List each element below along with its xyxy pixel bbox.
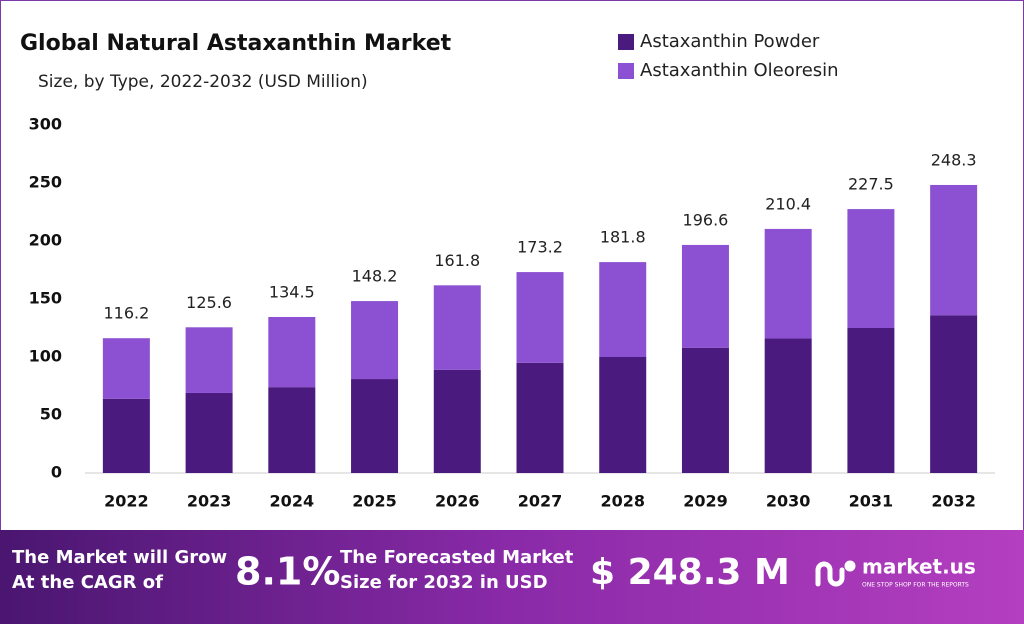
x-tick-label: 2032 <box>931 492 976 511</box>
bar-segment <box>102 338 150 399</box>
bar-segment <box>351 379 399 473</box>
bar-segment <box>433 285 481 370</box>
x-tick-label: 2030 <box>766 492 811 511</box>
legend-label: Astaxanthin Powder <box>640 31 820 52</box>
x-tick-label: 2027 <box>518 492 563 511</box>
banner-text: Size for 2032 in USD <box>340 572 548 593</box>
banner-text: The Market will Grow <box>12 547 227 568</box>
total-label: 248.3 <box>931 150 977 169</box>
bar-segment <box>185 392 233 473</box>
legend-swatch <box>618 34 634 50</box>
bar-segment <box>930 315 978 473</box>
x-tick-label: 2031 <box>849 492 894 511</box>
y-tick-label: 200 <box>29 231 62 250</box>
total-label: 181.8 <box>600 228 646 247</box>
banner-text: The Forecasted Market <box>340 547 574 568</box>
total-label: 148.2 <box>352 267 398 286</box>
x-tick-label: 2028 <box>600 492 645 511</box>
bar-segment <box>681 347 729 473</box>
banner <box>0 530 1024 624</box>
bar-segment <box>599 357 647 473</box>
bar-segment <box>516 362 564 473</box>
bar-segment <box>930 184 978 316</box>
bar-segment <box>764 338 812 473</box>
bar-segment <box>847 328 895 473</box>
x-tick-label: 2024 <box>270 492 315 511</box>
chart-title: Global Natural Astaxanthin Market <box>20 31 452 56</box>
bar-segment <box>433 369 481 473</box>
x-tick-label: 2029 <box>683 492 728 511</box>
forecast-value: $ 248.3 M <box>590 552 790 593</box>
total-label: 196.6 <box>683 210 729 229</box>
x-tick-label: 2025 <box>352 492 397 511</box>
total-label: 227.5 <box>848 175 894 194</box>
bar-segment <box>764 228 812 339</box>
bar-segment <box>847 209 895 328</box>
x-tick-label: 2026 <box>435 492 480 511</box>
y-tick-label: 150 <box>29 289 62 308</box>
x-tick-label: 2022 <box>104 492 149 511</box>
brand: market.us <box>862 555 976 579</box>
y-tick-label: 100 <box>29 347 62 366</box>
bar-segment <box>268 387 316 473</box>
y-tick-label: 0 <box>51 463 62 482</box>
cagr-value: 8.1% <box>235 550 340 594</box>
total-label: 173.2 <box>517 238 563 257</box>
total-label: 161.8 <box>434 251 480 270</box>
bar-segment <box>681 244 729 348</box>
y-tick-label: 250 <box>29 173 62 192</box>
total-label: 210.4 <box>765 194 811 213</box>
bar-segment <box>599 262 647 357</box>
x-tick-label: 2023 <box>187 492 232 511</box>
chart-subtitle: Size, by Type, 2022-2032 (USD Million) <box>38 72 368 92</box>
bar-segment <box>516 272 564 363</box>
bar-segment <box>351 301 399 380</box>
y-tick-label: 50 <box>40 405 62 424</box>
bar-segment <box>268 316 316 388</box>
legend-swatch <box>618 63 634 79</box>
y-tick-label: 300 <box>29 115 62 134</box>
total-label: 125.6 <box>186 293 232 312</box>
bar-segment <box>102 398 150 473</box>
legend-label: Astaxanthin Oleoresin <box>640 60 839 81</box>
total-label: 134.5 <box>269 282 315 301</box>
banner-text: At the CAGR of <box>12 572 163 593</box>
bar-segment <box>185 327 233 393</box>
total-label: 116.2 <box>103 304 149 323</box>
tagline: ONE STOP SHOP FOR THE REPORTS <box>862 582 969 589</box>
logo-icon <box>815 560 856 587</box>
